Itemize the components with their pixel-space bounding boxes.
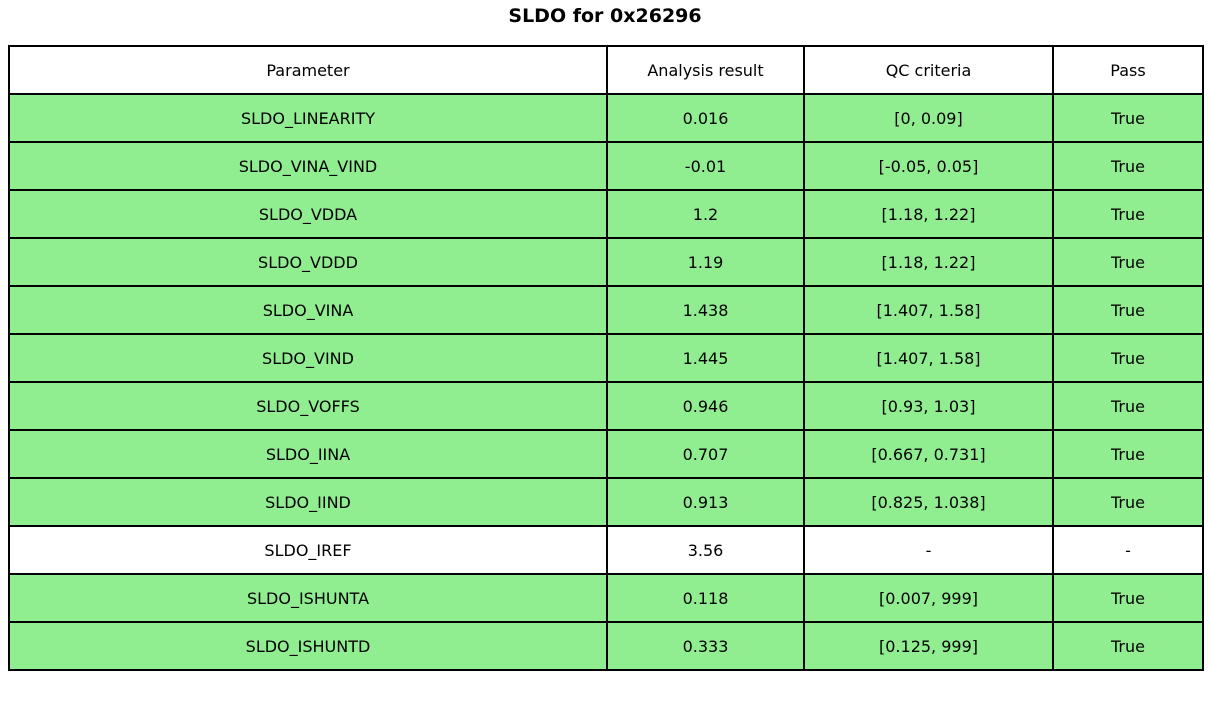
pass-cell: - — [1052, 525, 1204, 575]
parameter-cell: SLDO_VINA — [8, 285, 608, 335]
parameter-cell: SLDO_LINEARITY — [8, 93, 608, 143]
pass-cell: True — [1052, 573, 1204, 623]
parameter-cell: SLDO_VDDD — [8, 237, 608, 287]
qc-criteria-cell: [1.18, 1.22] — [803, 189, 1054, 239]
pass-cell: True — [1052, 237, 1204, 287]
parameter-cell: SLDO_VDDA — [8, 189, 608, 239]
qc-criteria-cell: [0.667, 0.731] — [803, 429, 1054, 479]
pass-cell: True — [1052, 381, 1204, 431]
analysis-result-cell: 0.946 — [606, 381, 805, 431]
parameter-cell: SLDO_ISHUNTA — [8, 573, 608, 623]
table-row: SLDO_VOFFS 0.946 [0.93, 1.03] True — [8, 381, 1204, 431]
page-title: SLDO for 0x26296 — [508, 5, 702, 27]
analysis-result-cell: 3.56 — [606, 525, 805, 575]
analysis-result-cell: -0.01 — [606, 141, 805, 191]
header-row: Parameter Analysis result QC criteria Pa… — [8, 45, 1204, 95]
analysis-result-cell: 0.118 — [606, 573, 805, 623]
qc-criteria-cell: - — [803, 525, 1054, 575]
parameter-cell: SLDO_ISHUNTD — [8, 621, 608, 671]
table-row: SLDO_IINA 0.707 [0.667, 0.731] True — [8, 429, 1204, 479]
table-row: SLDO_VDDD 1.19 [1.18, 1.22] True — [8, 237, 1204, 287]
column-header-qc-criteria: QC criteria — [803, 45, 1054, 95]
qc-criteria-cell: [0.125, 999] — [803, 621, 1054, 671]
table-row: SLDO_VIND 1.445 [1.407, 1.58] True — [8, 333, 1204, 383]
qc-criteria-cell: [0.007, 999] — [803, 573, 1054, 623]
parameter-cell: SLDO_VIND — [8, 333, 608, 383]
pass-cell: True — [1052, 285, 1204, 335]
parameter-cell: SLDO_IINA — [8, 429, 608, 479]
analysis-result-cell: 0.333 — [606, 621, 805, 671]
analysis-result-cell: 0.016 — [606, 93, 805, 143]
qc-criteria-cell: [1.407, 1.58] — [803, 333, 1054, 383]
analysis-result-cell: 1.2 — [606, 189, 805, 239]
table-row: SLDO_ISHUNTA 0.118 [0.007, 999] True — [8, 573, 1204, 623]
pass-cell: True — [1052, 621, 1204, 671]
pass-cell: True — [1052, 429, 1204, 479]
table-row: SLDO_IIND 0.913 [0.825, 1.038] True — [8, 477, 1204, 527]
analysis-result-cell: 0.913 — [606, 477, 805, 527]
pass-cell: True — [1052, 333, 1204, 383]
pass-cell: True — [1052, 93, 1204, 143]
pass-cell: True — [1052, 141, 1204, 191]
qc-criteria-cell: [0, 0.09] — [803, 93, 1054, 143]
qc-criteria-cell: [1.18, 1.22] — [803, 237, 1054, 287]
parameter-cell: SLDO_VINA_VIND — [8, 141, 608, 191]
parameter-cell: SLDO_VOFFS — [8, 381, 608, 431]
parameter-cell: SLDO_IREF — [8, 525, 608, 575]
qc-criteria-cell: [0.93, 1.03] — [803, 381, 1054, 431]
qc-criteria-cell: [0.825, 1.038] — [803, 477, 1054, 527]
pass-cell: True — [1052, 477, 1204, 527]
analysis-result-cell: 1.445 — [606, 333, 805, 383]
column-header-analysis-result: Analysis result — [606, 45, 805, 95]
analysis-result-cell: 0.707 — [606, 429, 805, 479]
table-row: SLDO_VDDA 1.2 [1.18, 1.22] True — [8, 189, 1204, 239]
qc-criteria-cell: [-0.05, 0.05] — [803, 141, 1054, 191]
table-row: SLDO_ISHUNTD 0.333 [0.125, 999] True — [8, 621, 1204, 671]
table-row: SLDO_VINA_VIND -0.01 [-0.05, 0.05] True — [8, 141, 1204, 191]
qc-criteria-cell: [1.407, 1.58] — [803, 285, 1054, 335]
analysis-result-cell: 1.19 — [606, 237, 805, 287]
parameter-cell: SLDO_IIND — [8, 477, 608, 527]
qc-table: Parameter Analysis result QC criteria Pa… — [8, 45, 1204, 671]
pass-cell: True — [1052, 189, 1204, 239]
column-header-pass: Pass — [1052, 45, 1204, 95]
table-row: SLDO_LINEARITY 0.016 [0, 0.09] True — [8, 93, 1204, 143]
table-row: SLDO_VINA 1.438 [1.407, 1.58] True — [8, 285, 1204, 335]
table-body: SLDO_LINEARITY 0.016 [0, 0.09] True SLDO_VIN… — [8, 93, 1204, 671]
column-header-parameter: Parameter — [8, 45, 608, 95]
analysis-result-cell: 1.438 — [606, 285, 805, 335]
table-row: SLDO_IREF 3.56- - — [8, 525, 1204, 575]
